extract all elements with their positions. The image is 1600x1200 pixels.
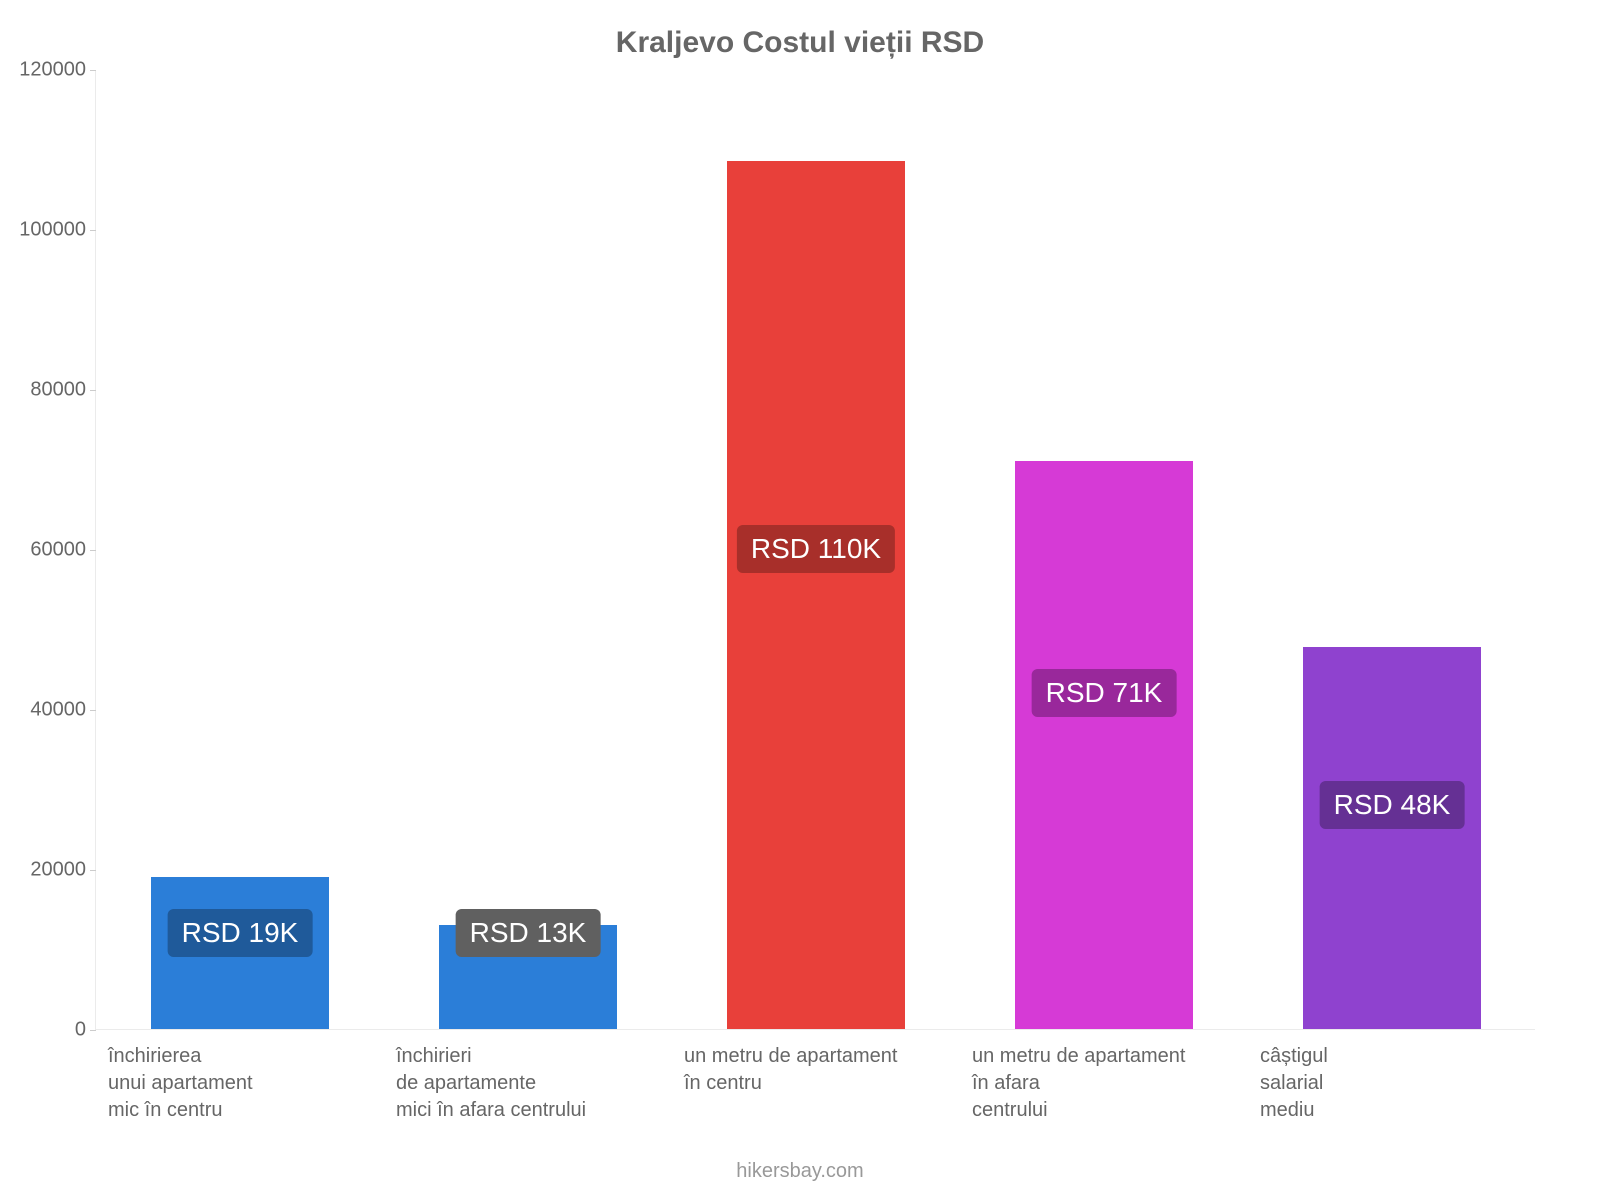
bar: RSD 19K bbox=[151, 877, 330, 1029]
y-tick-mark bbox=[90, 710, 96, 711]
y-tick-mark bbox=[90, 70, 96, 71]
bar: RSD 71K bbox=[1015, 461, 1194, 1029]
bar-value-pill: RSD 13K bbox=[456, 909, 601, 957]
bar-value-pill: RSD 19K bbox=[168, 909, 313, 957]
x-category-label: închirieri de apartamente mici în afara … bbox=[396, 1029, 672, 1124]
cost-of-living-chart: Kraljevo Costul vieții RSD 0200004000060… bbox=[0, 0, 1600, 1200]
bar: RSD 110K bbox=[727, 161, 906, 1029]
x-category-label: un metru de apartament în afara centrulu… bbox=[972, 1029, 1248, 1124]
y-tick-label: 120000 bbox=[19, 59, 96, 82]
plot-area: 020000400006000080000100000120000RSD 19K… bbox=[95, 70, 1535, 1030]
y-tick-label: 60000 bbox=[30, 539, 96, 562]
bar-value-pill: RSD 71K bbox=[1032, 669, 1177, 717]
y-tick-mark bbox=[90, 390, 96, 391]
y-tick-label: 40000 bbox=[30, 699, 96, 722]
bar: RSD 48K bbox=[1303, 647, 1482, 1029]
x-category-label: închirierea unui apartament mic în centr… bbox=[108, 1029, 384, 1124]
y-tick-label: 80000 bbox=[30, 379, 96, 402]
bar-value-pill: RSD 110K bbox=[737, 525, 895, 573]
y-tick-label: 100000 bbox=[19, 219, 96, 242]
bar: RSD 13K bbox=[439, 925, 618, 1029]
x-category-label: câștigul salarial mediu bbox=[1260, 1029, 1536, 1124]
x-category-label: un metru de apartament în centru bbox=[684, 1029, 960, 1097]
attribution-text: hikersbay.com bbox=[0, 1160, 1600, 1183]
y-tick-mark bbox=[90, 870, 96, 871]
bar-value-pill: RSD 48K bbox=[1320, 781, 1465, 829]
y-tick-mark bbox=[90, 1030, 96, 1031]
chart-title: Kraljevo Costul vieții RSD bbox=[0, 26, 1600, 60]
y-tick-mark bbox=[90, 550, 96, 551]
y-tick-mark bbox=[90, 230, 96, 231]
y-tick-label: 20000 bbox=[30, 859, 96, 882]
